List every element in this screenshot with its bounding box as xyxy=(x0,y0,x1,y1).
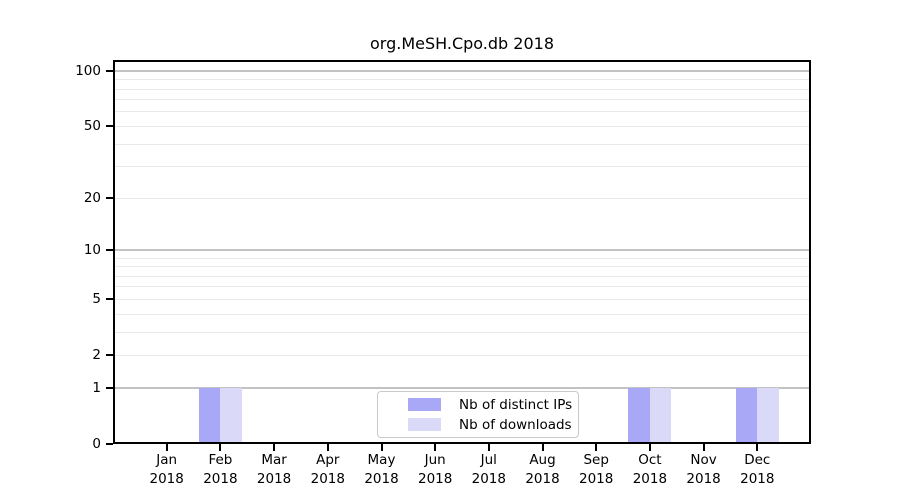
y-tick xyxy=(106,298,113,301)
x-tick-month: Aug xyxy=(529,452,556,468)
gridline-minor xyxy=(115,313,809,315)
x-tick xyxy=(165,444,168,451)
x-tick-year: 2018 xyxy=(256,471,292,487)
x-tick xyxy=(380,444,383,451)
gridline-minor xyxy=(115,257,809,259)
x-tick-label: Apr 2018 xyxy=(296,451,360,489)
legend: Nb of distinct IPs Nb of downloads xyxy=(377,391,579,438)
x-tick-year: 2018 xyxy=(418,471,453,487)
x-tick xyxy=(487,444,490,451)
x-tick xyxy=(595,444,598,451)
gridline-major xyxy=(115,387,809,389)
bar-distinct-ips xyxy=(628,388,650,442)
gridline-minor xyxy=(115,111,809,113)
bar-distinct-ips xyxy=(198,388,221,442)
gridline-minor xyxy=(115,286,809,288)
x-tick xyxy=(273,444,276,451)
legend-label-distinct-ips: Nb of distinct IPs xyxy=(459,396,573,413)
x-tick-month: Jun xyxy=(424,452,446,468)
gridline-minor xyxy=(115,331,809,333)
gridline-minor xyxy=(115,354,809,356)
x-tick-year: 2018 xyxy=(525,471,560,487)
y-tick-label: 10 xyxy=(83,242,101,259)
gridline-minor xyxy=(115,166,809,168)
x-tick-label: May 2018 xyxy=(350,451,414,489)
y-tick xyxy=(106,197,113,200)
bar-downloads xyxy=(757,388,779,442)
y-tick xyxy=(106,249,113,252)
bar-downloads xyxy=(220,388,242,442)
y-tick-label: 0 xyxy=(92,436,101,452)
legend-label-downloads: Nb of downloads xyxy=(459,416,572,433)
y-tick xyxy=(106,387,113,389)
x-tick xyxy=(648,444,651,451)
x-tick-label: Nov 2018 xyxy=(672,451,736,489)
x-tick-month: Feb xyxy=(208,452,233,468)
gridline-minor xyxy=(115,99,809,101)
x-tick xyxy=(541,444,544,451)
gridline-minor xyxy=(115,143,809,145)
gridline-major xyxy=(115,249,809,252)
x-tick-month: Nov xyxy=(690,452,717,468)
x-tick xyxy=(434,444,437,451)
y-tick-label: 20 xyxy=(83,190,101,207)
y-tick xyxy=(106,443,113,445)
x-tick-label: Mar 2018 xyxy=(242,451,306,489)
gridline-minor xyxy=(115,298,809,300)
chart-title: org.MeSH.Cpo.db 2018 xyxy=(369,34,554,53)
x-tick-year: 2018 xyxy=(579,471,614,487)
x-tick-label: Dec 2018 xyxy=(725,451,789,489)
gridline-minor xyxy=(115,88,809,90)
x-tick-label: Sep 2018 xyxy=(564,451,628,489)
y-tick xyxy=(106,354,113,357)
x-tick-month: Mar xyxy=(261,452,287,468)
x-tick-label: Aug 2018 xyxy=(511,451,575,489)
x-tick-year: 2018 xyxy=(471,471,506,487)
y-tick-label: 100 xyxy=(75,63,101,80)
x-tick-year: 2018 xyxy=(632,471,668,487)
gridline-minor xyxy=(115,125,809,127)
bar-downloads xyxy=(649,388,672,442)
gridline-major xyxy=(115,70,809,73)
gridline-minor xyxy=(115,79,809,81)
x-tick-label: Oct 2018 xyxy=(618,451,682,489)
legend-swatch-distinct-ips xyxy=(408,398,441,411)
x-tick-label: Jan 2018 xyxy=(135,451,199,489)
y-tick xyxy=(106,125,113,128)
x-tick-year: 2018 xyxy=(686,471,721,487)
legend-swatch-downloads xyxy=(408,418,441,431)
x-tick xyxy=(219,444,222,451)
y-tick-label: 1 xyxy=(92,380,101,396)
x-tick-year: 2018 xyxy=(310,471,345,487)
x-tick xyxy=(756,444,759,451)
x-tick-month: Jan xyxy=(156,452,178,468)
legend-item-downloads: Nb of downloads xyxy=(408,417,578,433)
y-tick xyxy=(106,70,113,73)
x-tick-label: Jul 2018 xyxy=(457,451,521,489)
gridline-minor xyxy=(115,266,809,267)
y-tick-label: 5 xyxy=(92,291,101,308)
x-tick-month: Oct xyxy=(638,452,662,468)
x-tick-year: 2018 xyxy=(740,471,775,487)
x-tick-year: 2018 xyxy=(364,471,399,487)
bar-distinct-ips xyxy=(735,388,758,442)
y-tick-label: 2 xyxy=(92,347,101,364)
gridline-minor xyxy=(115,275,809,277)
legend-item-distinct-ips: Nb of distinct IPs xyxy=(408,397,578,413)
x-tick-label: Jun 2018 xyxy=(403,451,467,489)
x-tick-month: May xyxy=(367,452,396,468)
x-tick-year: 2018 xyxy=(203,471,238,487)
x-tick-month: Jul xyxy=(480,452,497,468)
x-tick xyxy=(326,444,329,451)
x-tick-month: Dec xyxy=(744,452,771,468)
x-tick-month: Apr xyxy=(316,452,340,468)
x-tick-label: Feb 2018 xyxy=(188,451,252,489)
gridline-minor xyxy=(115,197,809,199)
x-tick xyxy=(702,444,705,451)
x-tick-year: 2018 xyxy=(149,471,184,487)
y-tick-label: 50 xyxy=(83,118,101,135)
x-tick-month: Sep xyxy=(583,452,609,468)
